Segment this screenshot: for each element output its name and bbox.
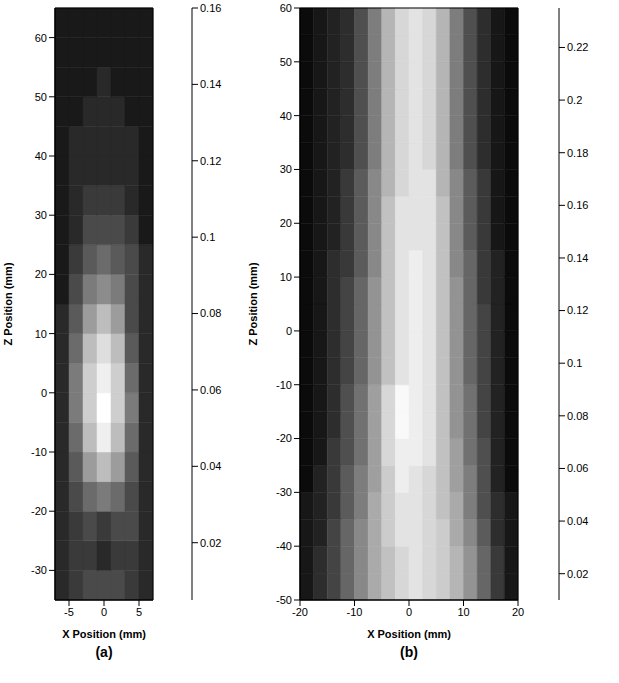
svg-text:0: 0 <box>406 606 412 618</box>
svg-text:0.08: 0.08 <box>567 410 588 422</box>
svg-text:-20: -20 <box>276 432 292 444</box>
svg-text:X Position (mm): X Position (mm) <box>367 628 451 640</box>
svg-text:0.04: 0.04 <box>200 460 221 472</box>
html-text:(a): (a) <box>95 644 113 660</box>
svg-text:0.1: 0.1 <box>567 357 582 369</box>
svg-text:10: 10 <box>457 606 469 618</box>
svg-text:40: 40 <box>35 150 47 162</box>
svg-text:0.02: 0.02 <box>200 537 221 549</box>
svg-text:X Position (mm): X Position (mm) <box>62 628 146 640</box>
svg-text:-30: -30 <box>31 564 47 576</box>
html-text:(b): (b) <box>400 644 418 660</box>
svg-text:0.12: 0.12 <box>567 304 588 316</box>
svg-text:Z Position (mm): Z Position (mm) <box>2 262 14 345</box>
svg-text:-50: -50 <box>276 594 292 606</box>
svg-text:60: 60 <box>280 2 292 14</box>
svg-text:0: 0 <box>101 606 107 618</box>
svg-text:0.18: 0.18 <box>567 147 588 159</box>
svg-text:-20: -20 <box>31 505 47 517</box>
svg-text:-20: -20 <box>292 606 308 618</box>
svg-text:0: 0 <box>41 387 47 399</box>
svg-text:0.02: 0.02 <box>567 568 588 580</box>
svg-text:0.2: 0.2 <box>567 94 582 106</box>
svg-text:-30: -30 <box>276 486 292 498</box>
svg-text:50: 50 <box>280 56 292 68</box>
svg-text:40: 40 <box>280 110 292 122</box>
svg-text:Z Position (mm): Z Position (mm) <box>247 262 259 345</box>
svg-text:0.14: 0.14 <box>200 78 221 90</box>
svg-text:0.16: 0.16 <box>200 2 221 14</box>
svg-text:30: 30 <box>35 209 47 221</box>
svg-text:50: 50 <box>35 91 47 103</box>
svg-text:-10: -10 <box>276 379 292 391</box>
svg-text:0: 0 <box>286 325 292 337</box>
svg-text:10: 10 <box>280 271 292 283</box>
svg-text:20: 20 <box>512 606 524 618</box>
svg-text:5: 5 <box>136 606 142 618</box>
svg-text:0.06: 0.06 <box>200 384 221 396</box>
svg-text:10: 10 <box>35 328 47 340</box>
svg-text:0.06: 0.06 <box>567 462 588 474</box>
svg-text:20: 20 <box>35 268 47 280</box>
svg-text:0.14: 0.14 <box>567 252 588 264</box>
svg-text:0.1: 0.1 <box>200 231 215 243</box>
svg-text:0.08: 0.08 <box>200 307 221 319</box>
svg-text:-10: -10 <box>31 446 47 458</box>
svg-text:0.12: 0.12 <box>200 155 221 167</box>
svg-text:30: 30 <box>280 163 292 175</box>
svg-text:60: 60 <box>35 32 47 44</box>
svg-text:0.04: 0.04 <box>567 515 588 527</box>
svg-text:-10: -10 <box>347 606 363 618</box>
svg-text:-5: -5 <box>64 606 74 618</box>
svg-text:0.16: 0.16 <box>567 199 588 211</box>
svg-text:0.22: 0.22 <box>567 41 588 53</box>
svg-text:20: 20 <box>280 217 292 229</box>
svg-text:-40: -40 <box>276 540 292 552</box>
